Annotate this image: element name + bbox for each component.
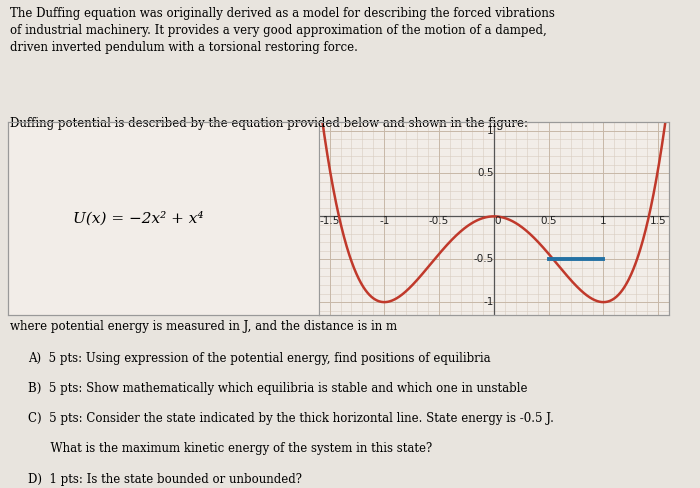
Text: 0.5: 0.5 — [477, 168, 494, 179]
Text: 1: 1 — [600, 216, 607, 226]
Text: 1.5: 1.5 — [650, 216, 666, 226]
Text: C)  5 pts: Consider the state indicated by the thick horizontal line. State ener: C) 5 pts: Consider the state indicated b… — [28, 412, 554, 425]
Text: 0: 0 — [494, 216, 500, 226]
Text: U(x) = −2x² + x⁴: U(x) = −2x² + x⁴ — [73, 211, 204, 225]
Text: B)  5 pts: Show mathematically which equilibria is stable and which one in unsta: B) 5 pts: Show mathematically which equi… — [28, 382, 528, 395]
Text: Duffing potential is described by the equation provided below and shown in the f: Duffing potential is described by the eq… — [10, 117, 528, 130]
Text: -0.5: -0.5 — [429, 216, 449, 226]
Text: 1: 1 — [487, 125, 494, 136]
Text: -1: -1 — [484, 297, 494, 307]
Text: -1: -1 — [379, 216, 389, 226]
Text: -1.5: -1.5 — [319, 216, 339, 226]
Text: The Duffing equation was originally derived as a model for describing the forced: The Duffing equation was originally deri… — [10, 7, 555, 54]
Text: A)  5 pts: Using expression of the potential energy, find positions of equilibri: A) 5 pts: Using expression of the potent… — [28, 351, 491, 365]
Text: where potential energy is measured in J, and the distance is in m: where potential energy is measured in J,… — [10, 320, 398, 333]
Text: 0.5: 0.5 — [540, 216, 557, 226]
Text: What is the maximum kinetic energy of the system in this state?: What is the maximum kinetic energy of th… — [28, 442, 433, 455]
Text: -0.5: -0.5 — [474, 254, 494, 264]
Text: D)  1 pts: Is the state bounded or unbounded?: D) 1 pts: Is the state bounded or unboun… — [28, 472, 302, 486]
